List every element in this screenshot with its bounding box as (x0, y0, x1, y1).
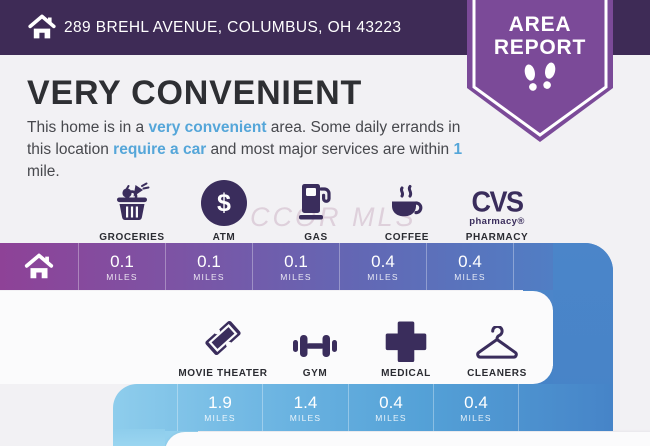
distance-cell: 0.1 MILES (165, 243, 252, 290)
amenity-gas: GAS (270, 174, 362, 243)
mls-watermark: CCOR MLS (250, 202, 417, 232)
amenity-cleaners: CLEANERS (451, 310, 543, 379)
badge-title-line1: AREA (508, 13, 572, 36)
distance-cell: 0.4 MILES (348, 384, 433, 431)
amenity-label: GROCERIES (99, 232, 165, 243)
cvs-logo-subtext: pharmacy® (469, 215, 525, 227)
amenity-gym: GYM (269, 310, 361, 379)
movie-ticket-icon (198, 310, 248, 362)
home-marker-cell (0, 243, 78, 290)
home-icon (24, 253, 54, 278)
next-section-card (165, 432, 650, 446)
description-text: This home is in a very convenient area. … (27, 117, 479, 183)
distance-cell: 1.4 MILES (262, 384, 348, 431)
footprints-icon (518, 60, 562, 105)
atm-icon: $ (201, 174, 247, 226)
groceries-icon (109, 174, 155, 226)
distance-cell: 0.4 MILES (426, 243, 513, 290)
amenity-movie-theater: MOVIE THEATER (177, 310, 269, 379)
amenity-label: GYM (302, 368, 328, 379)
desc-part3: and most major services are within (206, 141, 454, 158)
page-title: VERY CONVENIENT (27, 74, 363, 112)
amenity-pharmacy: CVS pharmacy® PHARMACY (451, 174, 543, 243)
bar-wrap-left (113, 429, 165, 446)
amenity-label: MEDICAL (381, 368, 431, 379)
badge-border (472, 0, 608, 137)
medical-cross-icon (384, 310, 428, 362)
amenity-label: MOVIE THEATER (178, 368, 268, 379)
amenity-label: GAS (304, 232, 328, 243)
distance-bar-row1: 0.1 MILES 0.1 MILES 0.1 MILES 0.4 MILES 0.4 M… (0, 243, 613, 290)
amenity-label: ATM (212, 232, 236, 243)
gas-pump-icon (296, 174, 336, 226)
amenity-label: CLEANERS (467, 368, 527, 379)
amenity-label: COFFEE (384, 232, 430, 243)
distance-cell: 0.1 MILES (252, 243, 339, 290)
amenity-coffee: COFFEE (361, 174, 453, 243)
amenity-groceries: GROCERIES (86, 174, 178, 243)
desc-highlight1: very convenient (148, 119, 267, 136)
bar-tail-segment (513, 243, 613, 290)
distance-cell: 1.9 MILES (177, 384, 262, 431)
badge-title-line2: REPORT (493, 36, 587, 59)
desc-part1: This home is in a (27, 119, 149, 136)
amenity-atm: $ ATM (178, 174, 270, 243)
dollar-symbol: $ (217, 188, 231, 217)
distance-bar-row2: 1.9 MILES 1.4 MILES 0.4 MILES 0.4 MILES (113, 384, 613, 431)
dumbbell-icon (291, 310, 339, 362)
bar-tail-segment (518, 384, 613, 431)
distance-cell: 0.1 MILES (78, 243, 165, 290)
coffee-icon (385, 174, 429, 226)
desc-highlight3: 1 (453, 141, 463, 158)
amenity-medical: MEDICAL (360, 310, 452, 379)
amenity-label: PHARMACY (465, 232, 529, 243)
amenity-card (0, 291, 553, 384)
area-report-badge: AREA REPORT (467, 0, 613, 142)
desc-part2: area. Some daily errands in this locatio… (27, 119, 461, 158)
property-address: 289 BREHL AVENUE, COLUMBUS, OH 43223 (64, 18, 402, 36)
cvs-pharmacy-logo: CVS pharmacy® (469, 174, 524, 226)
hanger-icon (474, 310, 520, 362)
cvs-logo-text: CVS (471, 185, 524, 218)
desc-part4: mile. (27, 163, 60, 180)
desc-highlight2: require a car (113, 141, 207, 158)
distance-cell: 0.4 MILES (433, 384, 518, 431)
distance-cell: 0.4 MILES (339, 243, 426, 290)
home-icon (28, 14, 56, 46)
